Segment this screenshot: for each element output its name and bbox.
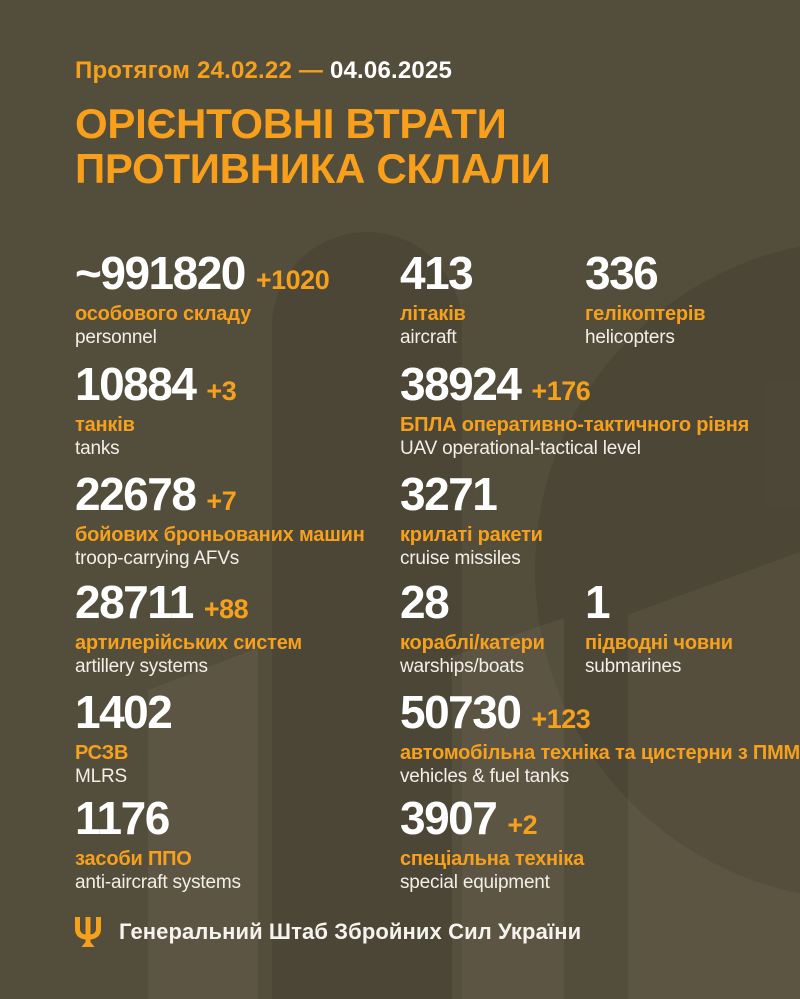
stat-label-en: vehicles & fuel tanks [400, 766, 569, 787]
stat-delta: +176 [531, 376, 591, 406]
stat-label-en: warships/boats [400, 656, 524, 677]
stat-label-en: troop-carrying AFVs [75, 548, 240, 569]
stat-label-uk: особового складу [75, 303, 252, 325]
stat-label-uk: танків [75, 414, 135, 436]
stat-delta: +7 [206, 486, 237, 516]
stat-label-en: personnel [75, 327, 157, 348]
stat-value: 10884 [75, 358, 197, 410]
stat-label-en: special equipment [400, 872, 550, 893]
stat-value: 3271 [400, 468, 498, 520]
stat-label-uk: автомобільна техніка та цистерни з ПММ [400, 742, 800, 764]
stat-warships: 28 кораблі/катери warships/boats [400, 579, 545, 678]
stat-cruise-missiles: 3271 крилаті ракети cruise missiles [400, 471, 543, 570]
stat-delta: +3 [206, 376, 237, 406]
stat-uav: 38924 +176 БПЛА оперативно-тактичного рів… [400, 361, 749, 460]
stat-delta: +88 [203, 594, 249, 624]
stat-label-en: MLRS [75, 766, 127, 787]
stat-delta: +1020 [255, 265, 330, 295]
stat-value: ~991820 [75, 247, 246, 299]
stat-label-en: helicopters [585, 327, 675, 348]
stat-value: 1176 [75, 792, 170, 844]
stat-label-uk: гелікоптерів [585, 303, 706, 325]
stat-submarines: 1 підводні човни submarines [585, 579, 733, 678]
stat-label-en: artillery systems [75, 656, 208, 677]
stat-label-en: aircraft [400, 327, 457, 348]
stat-label-uk: РСЗВ [75, 742, 129, 764]
stat-label-en: tanks [75, 438, 120, 459]
stat-label-uk: літаків [400, 303, 466, 325]
stat-helicopters: 336 гелікоптерів helicopters [585, 247, 706, 349]
stat-value: 28711 [75, 576, 194, 628]
stat-value: 1402 [75, 686, 173, 738]
source-label: Генеральний Штаб Збройних Сил України [119, 919, 582, 944]
stat-label-uk: кораблі/катери [400, 632, 545, 654]
stat-value: 38924 [400, 358, 522, 410]
stat-value: 3907 [400, 792, 498, 844]
stat-label-en: UAV operational-tactical level [400, 438, 641, 459]
stat-mlrs: 1402 РСЗВ MLRS [75, 686, 173, 788]
stat-label-uk: підводні човни [585, 632, 733, 654]
stat-label-uk: засоби ППО [75, 848, 192, 870]
stat-delta: +123 [531, 704, 591, 734]
stat-label-en: submarines [585, 656, 682, 677]
stat-special-equipment: 3907 +2 спеціальна техніка special equipm… [400, 795, 584, 894]
stat-value: 413 [400, 247, 474, 299]
page-title: ОРІЄНТОВНІ ВТРАТИ ПРОТИВНИКА СКЛАЛИ [75, 100, 551, 192]
stat-label-uk: бойових броньованих машин [75, 524, 365, 546]
stat-afv: 22678 +7 бойових броньованих машин troop-… [75, 471, 365, 570]
current-date: 04.06.2025 [329, 57, 453, 84]
stat-label-uk: крилаті ракети [400, 524, 543, 546]
stat-value: 1 [585, 576, 611, 628]
stat-label-en: anti-aircraft systems [75, 872, 241, 893]
stat-artillery: 28711 +88 артилерійських систем artillery… [75, 579, 302, 678]
stat-value: 28 [400, 576, 450, 628]
stat-vehicles: 50730 +123 автомобільна техніка та цистер… [400, 689, 800, 788]
stat-anti-aircraft: 1176 засоби ППО anti-aircraft systems [75, 795, 241, 894]
stat-delta: +2 [507, 810, 538, 840]
period-prefix: Протягом 24.02.22 — [75, 57, 330, 84]
stat-label-uk: БПЛА оперативно-тактичного рівня [400, 414, 750, 436]
trident-icon [75, 917, 101, 947]
stat-tanks: 10884 +3 танків tanks [75, 358, 237, 460]
stat-aircraft: 413 літаків aircraft [400, 247, 474, 349]
title-line-2: ПРОТИВНИКА СКЛАЛИ [75, 144, 551, 192]
title-line-1: ОРІЄНТОВНІ ВТРАТИ [75, 100, 507, 147]
stat-value: 50730 [400, 686, 522, 738]
stat-label-uk: артилерійських систем [75, 632, 302, 654]
footer: Генеральний Штаб Збройних Сил України [75, 917, 581, 947]
stat-value: 336 [585, 247, 659, 299]
stat-personnel: ~991820 +1020 особового складу personnel [75, 247, 330, 349]
stat-label-en: cruise missiles [400, 548, 521, 569]
stat-label-uk: спеціальна техніка [400, 848, 585, 870]
period-line: Протягом 24.02.22 — 04.06.2025 [75, 57, 452, 85]
stat-value: 22678 [75, 468, 197, 520]
